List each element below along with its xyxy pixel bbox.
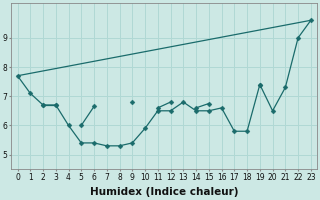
X-axis label: Humidex (Indice chaleur): Humidex (Indice chaleur) (90, 187, 238, 197)
